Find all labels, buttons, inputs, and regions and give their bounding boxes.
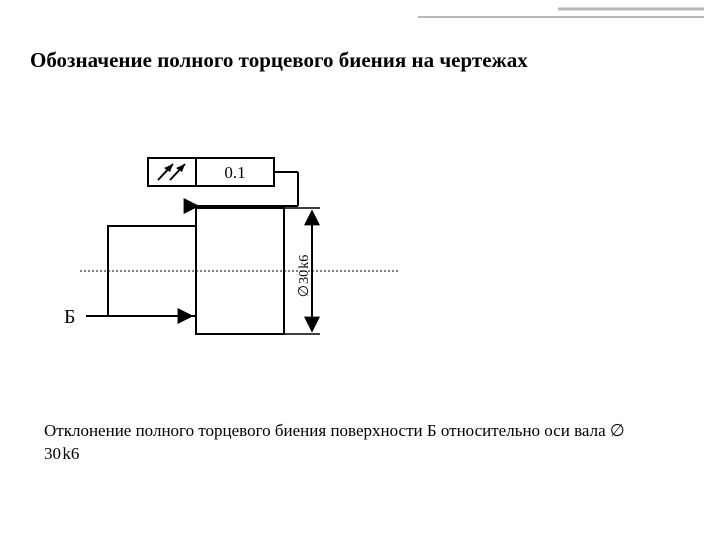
- caption-text: Отклонение полного торцевого биения пове…: [44, 420, 644, 466]
- drawing-diagram: 0.1 ∅ 30 k6 Б: [30, 100, 450, 380]
- corner-decoration: [418, 4, 708, 24]
- tolerance-value: 0.1: [224, 163, 245, 182]
- page-title: Обозначение полного торцевого биения на …: [30, 48, 528, 73]
- datum-label: Б: [64, 306, 75, 328]
- diameter-label: ∅ 30 k6: [297, 255, 312, 298]
- tolerance-frame: 0.1: [148, 158, 274, 186]
